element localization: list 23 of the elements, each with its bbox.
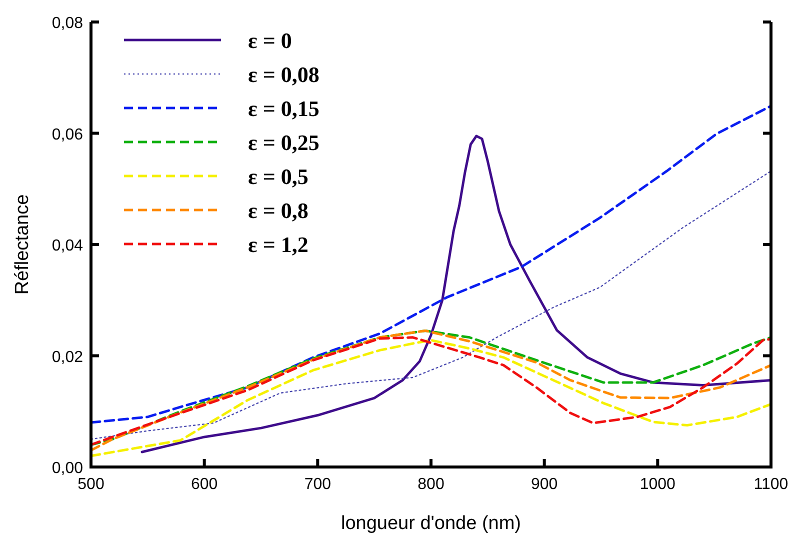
y-tick-label: 0,04 — [52, 238, 84, 254]
legend-label: ε = 0,15 — [248, 96, 320, 121]
x-axis-title: longueur d'onde (nm) — [340, 513, 522, 534]
x-tick-label: 1100 — [754, 476, 788, 493]
legend-label: ε = 1,2 — [248, 232, 308, 257]
legend-label: ε = 0,5 — [248, 164, 308, 189]
y-tick-label: 0,06 — [52, 126, 84, 144]
x-tick-label: 700 — [304, 476, 332, 493]
line-series — [90, 170, 772, 440]
x-tick-label: 500 — [78, 476, 104, 493]
x-tick-label: 600 — [190, 476, 218, 493]
legend-label: ε = 0,25 — [248, 130, 320, 155]
y-axis-title: Réflectance — [12, 194, 33, 295]
x-tick-label: 800 — [418, 476, 444, 493]
y-tick-label: 0,00 — [52, 460, 84, 477]
legend-label: ε = 0,08 — [248, 62, 320, 87]
x-tick-label: 1000 — [640, 476, 676, 493]
legend-label: ε = 0,8 — [248, 198, 308, 223]
x-tick-label: 900 — [530, 476, 558, 493]
legend-label: ε = 0 — [248, 28, 292, 53]
line-series — [140, 134, 772, 454]
y-tick-label: 0,08 — [52, 15, 84, 32]
y-tick-label: 0,02 — [52, 348, 84, 366]
